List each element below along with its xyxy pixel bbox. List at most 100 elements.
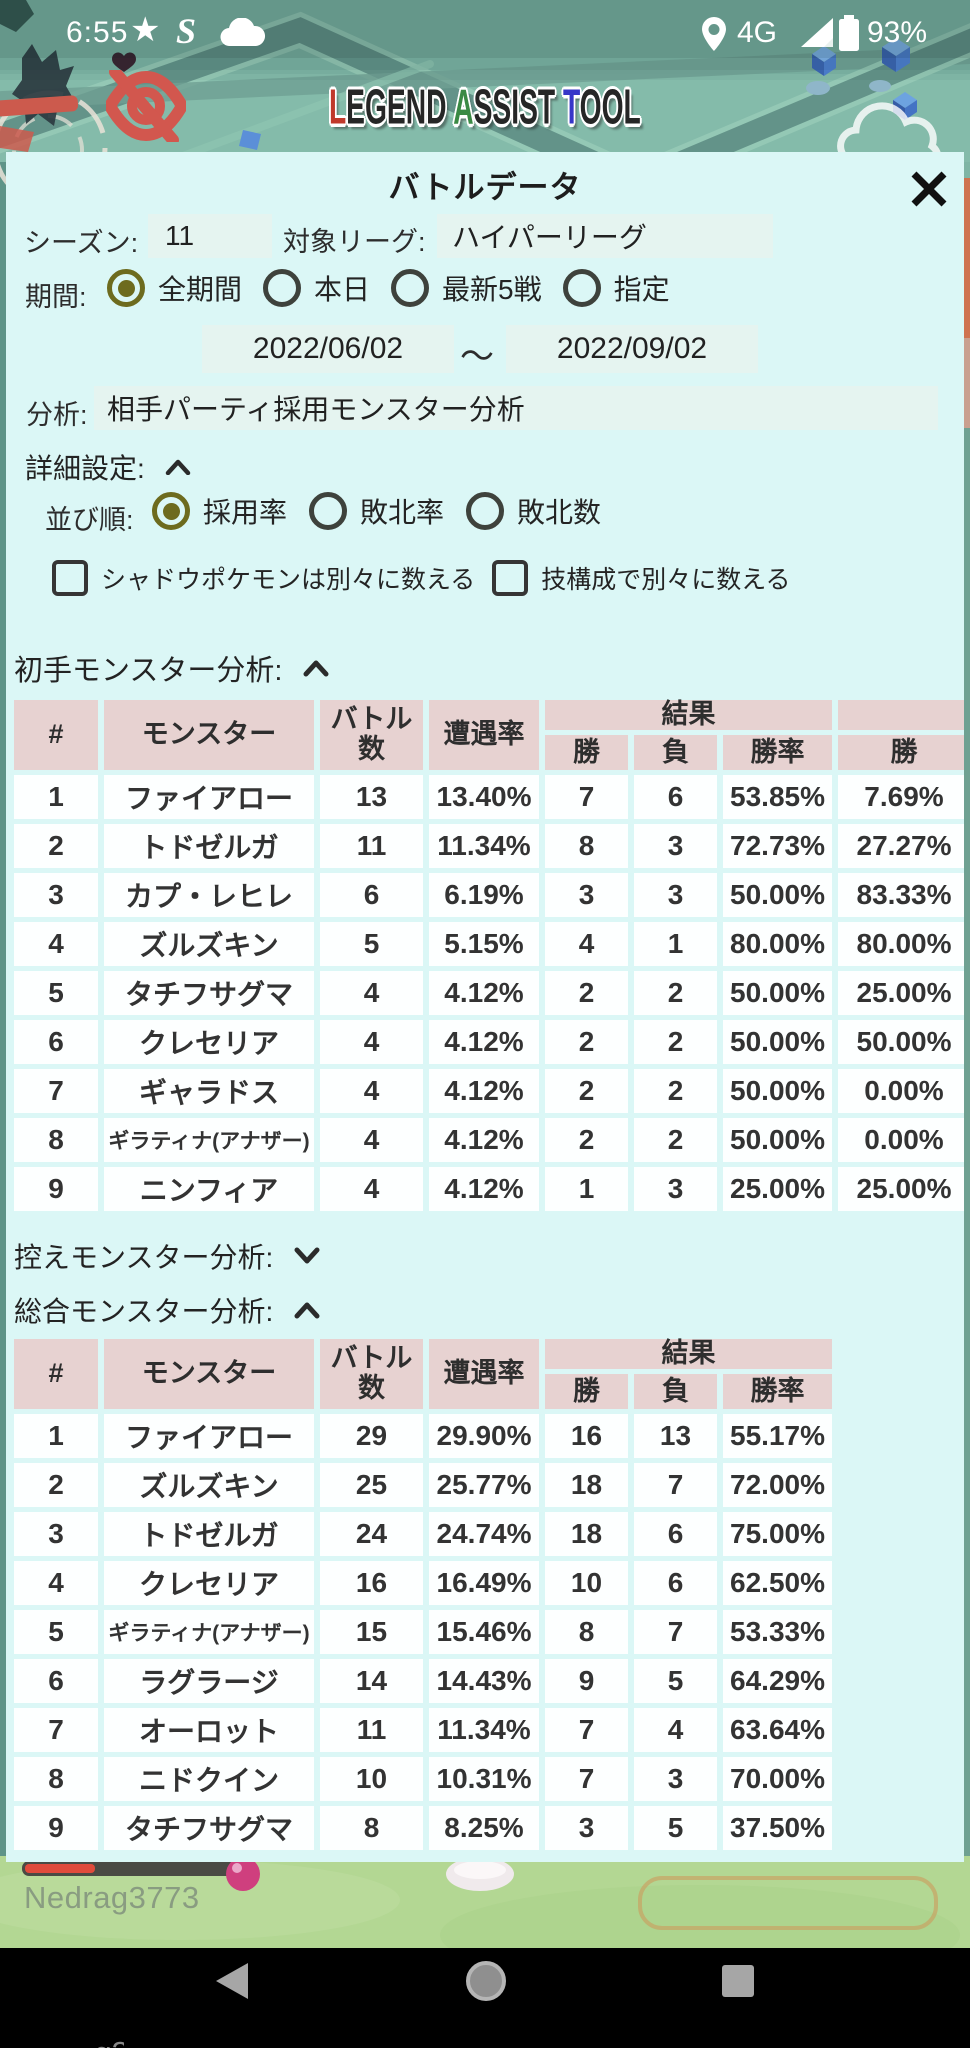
radio-circle-icon[interactable] (562, 269, 601, 307)
table-row: 3 カプ・レヒレ 6 6.19% 3 3 50.00% 83.33% (14, 873, 964, 917)
date-from-input[interactable]: 2022/06/02 (202, 325, 454, 373)
checkbox-icon[interactable] (492, 560, 529, 596)
android-nav-bar (0, 1948, 970, 2048)
checkbox-option[interactable]: 技構成で別々に数える (492, 560, 791, 596)
lead-analysis-toggle[interactable]: 初手モンスター分析: (6, 650, 964, 687)
table-row: 9 ニンフィア 4 4.12% 1 3 25.00% 25.00% (14, 1167, 964, 1211)
value-cell: 5 (320, 922, 423, 966)
season-input[interactable]: 11 (148, 214, 272, 258)
value-cell: 4.12% (429, 1020, 539, 1064)
value-cell: 2 (545, 971, 628, 1015)
radio-label: 採用率 (203, 497, 288, 528)
back-button[interactable] (212, 1961, 252, 2001)
value-cell: 1 (14, 775, 98, 819)
monster-name-cell: ニドクイン (104, 1757, 314, 1801)
value-cell: 7 (14, 1708, 98, 1752)
hide-ui-button[interactable] (106, 70, 186, 142)
radio-circle-icon[interactable] (309, 492, 348, 530)
detail-settings-label: 詳細設定: (25, 453, 145, 484)
analysis-select[interactable]: 相手パーティ採用モンスター分析 (94, 386, 938, 430)
date-to-input[interactable]: 2022/09/02 (506, 325, 758, 373)
value-cell: 3 (634, 1757, 717, 1801)
value-cell: 9 (14, 1806, 98, 1850)
value-cell: 4 (320, 971, 423, 1015)
value-cell: 80.00% (723, 922, 832, 966)
checkbox-label: シャドウポケモンは別々に数える (101, 566, 476, 594)
table-row: 1 ファイアロー 13 13.40% 7 6 53.85% 7.69% (14, 775, 964, 819)
logo-letter: T (563, 78, 580, 135)
radio-option[interactable]: 採用率 (152, 491, 287, 531)
radio-option[interactable]: 全期間 (107, 268, 242, 308)
league-select[interactable]: ハイパーリーグ (437, 214, 773, 258)
radio-circle-icon[interactable] (391, 269, 430, 307)
recents-button[interactable] (720, 1963, 756, 1999)
value-cell: 16.49% (429, 1561, 539, 1605)
value-cell: 2 (14, 824, 98, 868)
monster-name-cell: ズルズキン (104, 1463, 314, 1507)
value-cell: 2 (545, 1118, 628, 1162)
value-cell: 25.00% (838, 1167, 964, 1211)
value-cell: 5 (634, 1659, 717, 1703)
value-cell: 18 (545, 1463, 628, 1507)
radio-circle-icon[interactable] (152, 492, 190, 530)
column-header: # (14, 1339, 98, 1409)
location-pin-icon (702, 17, 726, 51)
logo-letter: SSIST (473, 78, 564, 135)
value-cell: 6 (634, 1561, 717, 1605)
radio-option[interactable]: 指定 (562, 268, 670, 308)
table-row: 7 オーロット 11 11.34% 7 4 63.64% (14, 1708, 832, 1752)
column-header: 遭遇率 (429, 700, 539, 770)
value-cell: 7.69% (838, 775, 964, 819)
radio-circle-icon[interactable] (263, 269, 302, 307)
monster-name-cell: ギャラドス (104, 1069, 314, 1113)
value-cell: 25.00% (723, 1167, 832, 1211)
radio-label: 本日 (314, 274, 371, 305)
monster-name-cell: ラグラージ (104, 1659, 314, 1703)
radio-option[interactable]: 最新5戦 (391, 268, 542, 308)
value-cell: 4 (320, 1118, 423, 1162)
extra-column-header-blank (838, 700, 964, 730)
sub-column-header: 勝 (838, 735, 964, 770)
radio-option[interactable]: 本日 (263, 268, 370, 308)
value-cell: 7 (634, 1610, 717, 1654)
home-button[interactable] (464, 1959, 508, 2003)
column-header: バトル 数 (320, 1339, 423, 1409)
table-row: 3 トドゼルガ 24 24.74% 18 6 75.00% (14, 1512, 832, 1556)
table-row: 2 ズルズキン 25 25.77% 18 7 72.00% (14, 1463, 832, 1507)
table-row: 2 トドゼルガ 11 11.34% 8 3 72.73% 27.27% (14, 824, 964, 868)
radio-circle-icon[interactable] (107, 269, 145, 307)
radio-option[interactable]: 敗北数 (466, 491, 601, 531)
star-icon: ★ (130, 11, 161, 49)
radio-circle-icon[interactable] (466, 492, 505, 530)
table-row: 4 クレセリア 16 16.49% 10 6 62.50% (14, 1561, 832, 1605)
detail-settings-toggle[interactable]: 詳細設定: (6, 451, 964, 484)
radio-label: 全期間 (158, 274, 243, 305)
value-cell: 7 (14, 1069, 98, 1113)
value-cell: 1 (634, 922, 717, 966)
checkbox-option[interactable]: シャドウポケモンは別々に数える (52, 560, 475, 596)
monster-name-cell: クレセリア (104, 1020, 314, 1064)
sub-column-header: 勝率 (723, 1374, 832, 1409)
total-analysis-toggle[interactable]: 総合モンスター分析: (6, 1292, 964, 1328)
value-cell: 4 (320, 1020, 423, 1064)
sort-radio-group: 採用率 敗北率 敗北数 (152, 491, 601, 531)
group-header: 結果 (545, 1338, 832, 1369)
close-icon[interactable] (909, 169, 949, 209)
value-cell: 6 (634, 775, 717, 819)
value-cell: 24.74% (429, 1512, 539, 1556)
column-header: # (14, 700, 98, 770)
checkbox-icon[interactable] (52, 560, 88, 596)
bench-analysis-toggle[interactable]: 控えモンスター分析: (6, 1238, 964, 1274)
monster-name-cell: クレセリア (104, 1561, 314, 1605)
count-options: シャドウポケモンは別々に数える 技構成で別々に数える (6, 556, 964, 600)
value-cell: 0.00% (838, 1118, 964, 1162)
clock: 6:55 (66, 16, 129, 49)
chevron-up-icon (294, 1302, 320, 1319)
value-cell: 3 (634, 1167, 717, 1211)
monster-name-cell: ズルズキン (104, 922, 314, 966)
bench-analysis-label: 控えモンスター分析: (14, 1242, 274, 1273)
value-cell: 16 (320, 1561, 423, 1605)
radio-option[interactable]: 敗北率 (309, 491, 444, 531)
value-cell: 64.29% (723, 1659, 832, 1703)
value-cell: 6 (14, 1659, 98, 1703)
